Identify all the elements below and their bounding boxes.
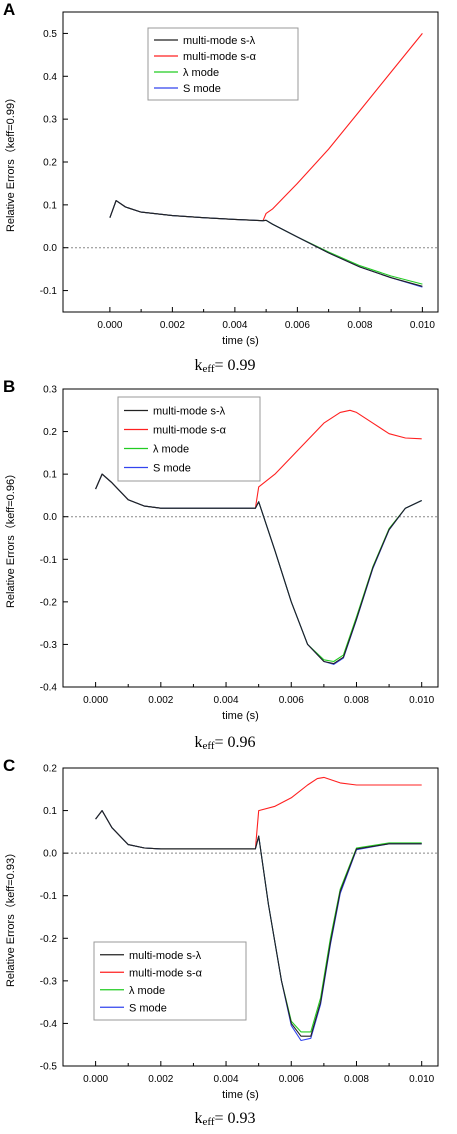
legend-entry: S mode <box>129 1002 167 1014</box>
y-tick-label: -0.5 <box>40 1062 58 1073</box>
panel-label: B <box>3 377 16 396</box>
panel-b: B 0.000 0.002 0.004 0.006 0.008 0.010 -0.4 -0.3… <box>0 377 457 755</box>
legend-entry: multi-mode s-α <box>129 967 203 979</box>
plot-frame <box>62 767 439 1067</box>
x-tick-label: 0.006 <box>279 1074 304 1085</box>
x-tick-label: 0.000 <box>83 1074 108 1085</box>
y-tick-label: -0.3 <box>40 976 58 987</box>
caption-base: k <box>194 357 203 374</box>
x-tick-label: 0.004 <box>222 320 247 331</box>
chart-b-plot: 0.000 0.002 0.004 0.006 0.008 0.010 -0.4 -0.3 -0… <box>4 385 439 722</box>
legend-entry: multi-mode s-λ <box>153 406 226 418</box>
y-tick-label: 0.1 <box>43 806 57 817</box>
chart-c-caption: keff= 0.93 <box>0 1110 457 1128</box>
y-axis-label: Relative Errors（keff=0.99） <box>4 92 17 232</box>
y-tick-label: 0.0 <box>43 512 57 523</box>
legend-entry: S mode <box>153 463 191 475</box>
series-line <box>95 810 422 1037</box>
y-tick-label: 0.0 <box>43 243 57 254</box>
panel-c: C 0.000 0.002 0.004 0.006 0.008 0.010 -0.5 -0.4… <box>0 756 457 1134</box>
y-tick-label: 0.5 <box>43 29 57 40</box>
caption-value: = 0.96 <box>214 734 256 751</box>
y-tick-label: 0.0 <box>43 849 57 860</box>
legend-entry: λ mode <box>153 444 189 456</box>
legend-entry: λ mode <box>129 985 165 997</box>
y-tick-label: -0.4 <box>40 683 58 694</box>
y-tick-label: -0.1 <box>40 286 58 297</box>
caption-sub: eff <box>202 740 215 752</box>
y-tick-label: 0.2 <box>43 427 57 438</box>
y-axis-label: Relative Errors（keff=0.96） <box>4 468 17 608</box>
y-tick-label: -0.2 <box>40 597 58 608</box>
plot-frame <box>62 388 439 688</box>
caption-base: k <box>194 734 203 751</box>
y-tick-label: 0.1 <box>43 470 57 481</box>
legend-entry: multi-mode s-α <box>153 425 227 437</box>
series-line <box>95 473 422 665</box>
y-tick-label: 0.2 <box>43 158 57 169</box>
x-tick-label: 0.002 <box>148 1074 173 1085</box>
x-axis-label: time (s) <box>222 710 259 722</box>
legend-entry: multi-mode s-λ <box>129 950 202 962</box>
y-tick-label: -0.3 <box>40 640 58 651</box>
y-axis-label: Relative Errors（keff=0.93） <box>4 847 17 987</box>
y-tick-label: 0.2 <box>43 764 57 775</box>
x-tick-label: 0.010 <box>409 695 434 706</box>
caption-value: = 0.93 <box>214 1110 256 1127</box>
y-tick-label: -0.4 <box>40 1019 58 1030</box>
x-axis-label: time (s) <box>222 1089 259 1101</box>
y-tick-label: 0.3 <box>43 115 57 126</box>
panel-label: C <box>3 756 16 775</box>
x-axis-label: time (s) <box>222 335 259 347</box>
chart-a-plot: 0.000 0.002 0.004 0.006 0.008 0.010 -0.1 0.0 0.1… <box>4 11 439 347</box>
x-tick-label: 0.004 <box>214 695 239 706</box>
y-tick-label: 0.4 <box>43 72 57 83</box>
y-tick-label: 0.1 <box>43 200 57 211</box>
chart-a-caption: keff= 0.99 <box>0 357 457 375</box>
caption-sub: eff <box>202 1116 215 1128</box>
x-tick-label: 0.008 <box>344 695 369 706</box>
x-tick-label: 0.006 <box>279 695 304 706</box>
x-tick-label: 0.000 <box>97 320 122 331</box>
y-tick-label: -0.2 <box>40 934 58 945</box>
y-tick-label: 0.3 <box>43 385 57 396</box>
caption-value: = 0.99 <box>214 357 256 374</box>
series-line <box>109 200 423 287</box>
legend-entry: λ mode <box>183 67 219 79</box>
legend-entry: multi-mode s-λ <box>183 35 256 47</box>
caption-base: k <box>194 1110 203 1127</box>
panel-label: A <box>3 0 16 19</box>
legend-entry: multi-mode s-α <box>183 51 257 63</box>
chart-b-caption: keff= 0.96 <box>0 734 457 752</box>
caption-sub: eff <box>202 363 215 375</box>
x-tick-label: 0.008 <box>347 320 372 331</box>
panel-a: A 0.000 0.002 0.004 0.006 0.008 0.010 -0.1 0.0 0… <box>0 0 457 378</box>
x-tick-label: 0.002 <box>160 320 185 331</box>
chart-c-plot: 0.000 0.002 0.004 0.006 0.008 0.010 -0.5 -0.4 -0… <box>4 764 439 1101</box>
legend-entry: S mode <box>183 83 221 95</box>
y-tick-label: -0.1 <box>40 891 58 902</box>
x-tick-label: 0.004 <box>214 1074 239 1085</box>
x-tick-label: 0.008 <box>344 1074 369 1085</box>
x-tick-label: 0.010 <box>409 1074 434 1085</box>
y-tick-label: -0.1 <box>40 555 58 566</box>
x-tick-label: 0.010 <box>410 320 435 331</box>
x-tick-label: 0.006 <box>285 320 310 331</box>
x-tick-label: 0.002 <box>148 695 173 706</box>
x-tick-label: 0.000 <box>83 695 108 706</box>
